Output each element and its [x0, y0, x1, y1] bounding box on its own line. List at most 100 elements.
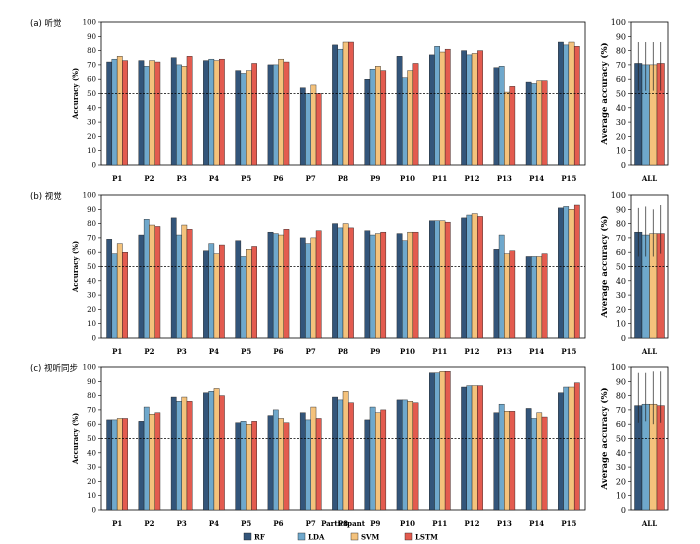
y-tick-label: 70 — [87, 61, 96, 69]
bar-lda-p7 — [305, 93, 311, 166]
x-tick-label: P2 — [144, 174, 154, 183]
bar-lstm-p13 — [509, 86, 516, 166]
bar-svm-p2 — [149, 60, 155, 166]
x-tick-label: P3 — [177, 519, 187, 528]
y-tick-label: 40 — [87, 449, 96, 457]
x-tick-label: P14 — [529, 519, 544, 528]
bar-lstm-p11 — [444, 371, 451, 511]
bar-lda-p4 — [208, 58, 215, 166]
summary-y-tick-label: 60 — [616, 420, 626, 429]
bar-svm-p10 — [407, 401, 414, 511]
bar-rf-p14 — [525, 81, 532, 166]
bar-lstm-p3 — [186, 56, 193, 166]
bar-rf-p11 — [429, 220, 435, 339]
bar-rf-p15 — [558, 41, 564, 166]
legend-swatch-lstm — [404, 532, 413, 541]
y-tick-label: 60 — [87, 421, 96, 429]
summary-y-axis-label: Average accuracy (%) — [599, 215, 610, 318]
bar-rf-p13 — [493, 412, 500, 511]
summary-y-tick-label: 100 — [611, 18, 626, 27]
bar-lstm-p6 — [283, 229, 290, 339]
bar-lstm-p13 — [509, 250, 516, 339]
bar-lstm-p10 — [412, 402, 419, 511]
x-tick-label: P7 — [306, 347, 316, 356]
y-tick-label: 50 — [87, 263, 96, 271]
bar-rf-p11 — [429, 54, 435, 166]
bar-svm-p15 — [568, 41, 575, 166]
bar-svm-p3 — [181, 396, 188, 511]
bar-lda-p2 — [143, 406, 150, 511]
x-tick-label: P1 — [112, 174, 122, 183]
bar-lda-p8 — [337, 227, 344, 339]
bar-rf-p10 — [396, 56, 403, 166]
summary-y-tick-label: 80 — [616, 392, 626, 401]
bar-lstm-p14 — [541, 416, 548, 511]
summary-y-tick-label: 30 — [616, 463, 626, 472]
x-tick-label: P5 — [241, 174, 251, 183]
summary-y-tick-label: 90 — [616, 32, 626, 41]
y-axis-label: Accuracy (%) — [71, 241, 80, 293]
bar-lda-p10 — [402, 77, 408, 166]
bar-lda-p9 — [369, 234, 376, 339]
bar-lda-p10 — [402, 399, 408, 511]
summary-y-tick-label: 10 — [616, 492, 626, 501]
summary-y-tick-label: 0 — [621, 506, 626, 515]
summary-y-tick-label: 100 — [611, 191, 626, 200]
x-tick-label: P5 — [241, 347, 251, 356]
summary-y-tick-label: 30 — [616, 291, 626, 300]
bar-lstm-p1 — [122, 418, 128, 511]
bar-svm-p13 — [504, 91, 510, 166]
bar-lstm-p1 — [122, 251, 128, 339]
legend-swatch-rf — [243, 532, 252, 541]
x-tick-label: P10 — [400, 347, 415, 356]
bar-lstm-p2 — [154, 226, 161, 339]
bar-lstm-p2 — [154, 61, 161, 166]
x-tick-label: P8 — [338, 519, 348, 528]
bar-rf-p7 — [299, 237, 306, 339]
y-tick-label: 50 — [87, 90, 96, 98]
x-tick-label: P4 — [209, 347, 219, 356]
bar-lda-p15 — [563, 44, 570, 166]
bar-lda-p11 — [434, 220, 441, 339]
bar-lda-p3 — [176, 64, 182, 166]
bar-lstm-p13 — [509, 411, 516, 511]
y-tick-label: 30 — [87, 464, 96, 472]
bar-rf-p14 — [525, 256, 532, 339]
y-tick-label: 40 — [87, 277, 96, 285]
bar-lda-p1 — [111, 419, 118, 511]
x-tick-label: P9 — [370, 174, 380, 183]
bar-svm-p4 — [213, 60, 220, 166]
x-tick-label: P6 — [273, 174, 283, 183]
summary-y-axis-label: Average accuracy (%) — [599, 42, 610, 145]
bar-svm-p13 — [504, 411, 510, 511]
bar-svm-p3 — [181, 224, 188, 339]
x-tick-label: P1 — [112, 347, 122, 356]
bar-rf-p15 — [558, 207, 564, 339]
bar-rf-p11 — [429, 372, 435, 511]
summary-y-axis-label: Average accuracy (%) — [599, 387, 610, 490]
x-tick-label: P12 — [465, 347, 480, 356]
bar-lda-p12 — [466, 54, 473, 166]
bar-lda-p8 — [337, 48, 344, 166]
bar-rf-p12 — [461, 386, 467, 511]
bar-lda-p3 — [176, 234, 182, 339]
bar-svm-p6 — [278, 58, 284, 166]
summary-y-tick-label: 40 — [616, 277, 626, 286]
summary-y-tick-label: 40 — [616, 449, 626, 458]
x-tick-label: P4 — [209, 519, 219, 528]
bar-rf-p9 — [364, 230, 371, 339]
bar-rf-p7 — [299, 87, 306, 166]
bar-rf-p7 — [299, 412, 306, 511]
y-tick-label: 50 — [87, 435, 96, 443]
legend-label-lda: LDA — [308, 533, 325, 542]
bar-rf-p1 — [106, 61, 113, 166]
x-tick-label: P2 — [144, 347, 154, 356]
bar-lda-p12 — [466, 214, 473, 339]
x-tick-label: P15 — [561, 519, 576, 528]
bar-svm-p2 — [149, 224, 155, 339]
bar-lda-p2 — [143, 219, 150, 339]
bar-svm-p7 — [310, 406, 317, 511]
bar-lstm-p1 — [122, 60, 128, 166]
bar-svm-p8 — [342, 391, 349, 511]
